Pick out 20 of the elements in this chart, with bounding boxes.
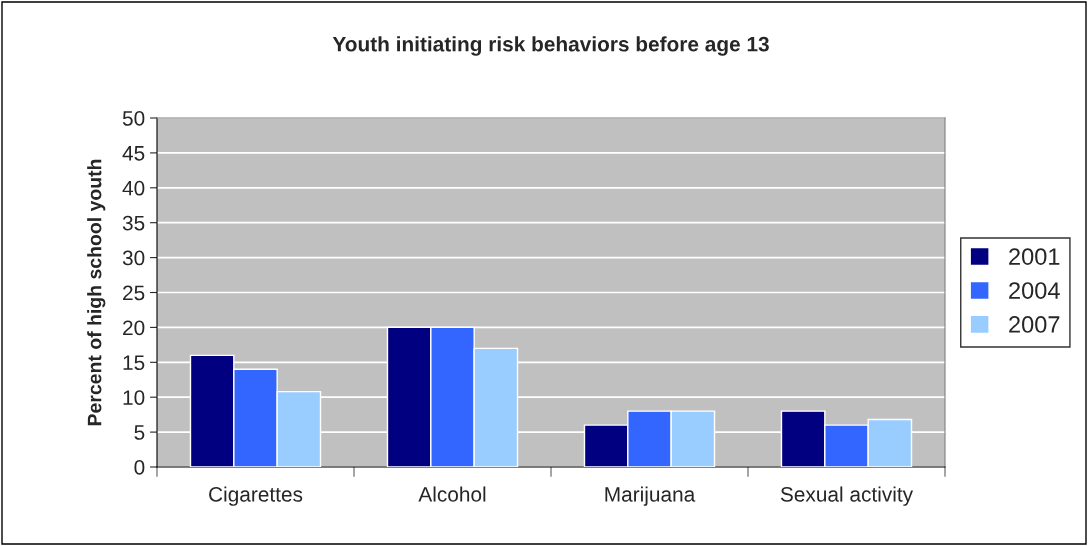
x-tick-label: Sexual activity [780,486,914,506]
y-tick-label: 15 [123,355,145,371]
y-tick-label: 30 [122,250,145,266]
y-tick-label: 40 [122,180,145,196]
legend-label: 2001 [1009,248,1060,265]
y-tick-label: 45 [122,146,145,161]
y-tick-label: 35 [122,215,145,231]
legend-label: 2007 [1009,316,1060,333]
y-tick-label: 25 [123,285,145,301]
legend-label: 2004 [1009,282,1060,299]
y-tick-label: 0 [134,460,145,475]
y-tick-label: 5 [134,425,145,440]
x-tick-label: Marijuana [605,486,696,506]
y-axis-title: Percent of high school youth [87,159,106,426]
x-tick-label: Cigarettes [209,486,303,506]
y-tick-label: 10 [123,390,145,405]
chart-title: Youth initiating risk behaviors before age 13 [332,36,769,56]
y-tick-label: 50 [122,111,145,126]
y-tick-label: 20 [123,320,145,336]
x-tick-label: Alcohol [418,486,486,502]
